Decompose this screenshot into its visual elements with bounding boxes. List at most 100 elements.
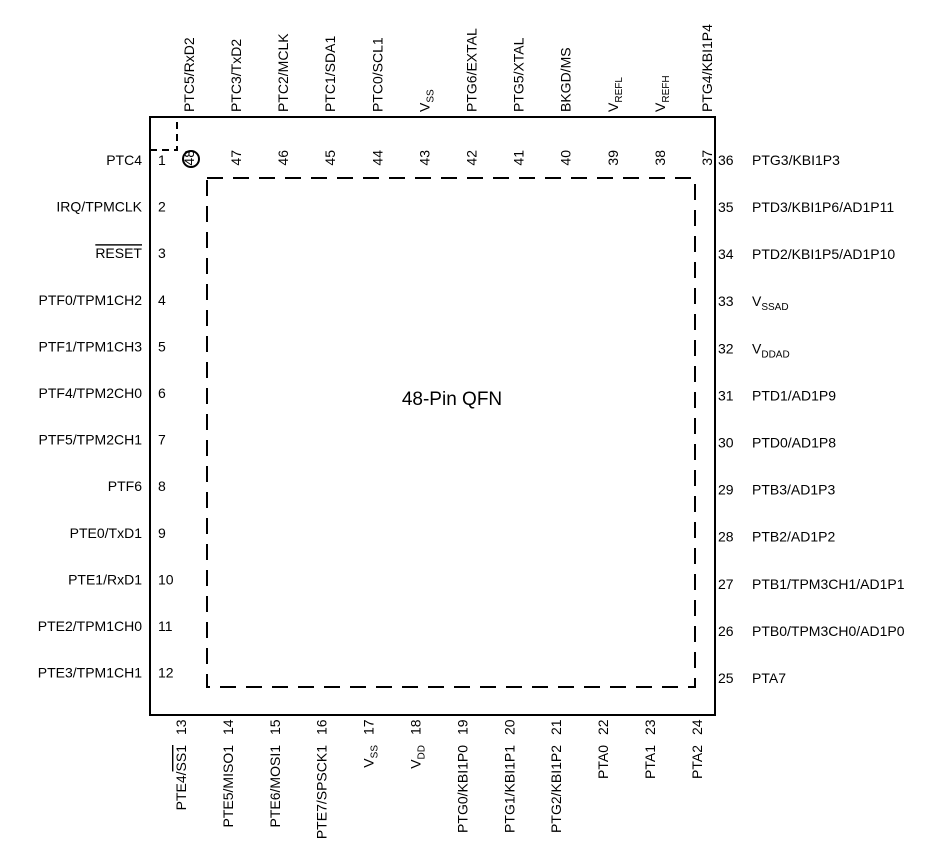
pins-bottom: 13 PTE4/SS1 14 PTE5/MISO1 15 PTE6/MOSI1 16 PTE7… [173,719,705,839]
pin-number: 36 [718,152,734,168]
pin-name-overline-text: SS1 [173,745,189,772]
pin-label: PTA7 [752,670,786,686]
pin-number: 10 [158,571,174,587]
pin-name-text: PTG1/KBI1P1 [501,745,517,833]
pin-name-subscript: REFH [661,75,672,102]
pin-name-text: PTG0/KBI1P0 [454,745,470,833]
pin-name-text: PTE0/TxD1 [70,525,143,541]
pin-number: 24 [689,719,705,735]
pin-name-text: IRQ/TPMCLK [56,199,142,215]
pin-left-8: PTF6 8 [108,478,166,494]
pin-name-text: BKGD/MS [558,47,574,112]
pin-number: 28 [718,529,734,545]
pin-name-text: PTA0 [595,745,611,779]
pin-right-33: 33 VSSAD [718,293,789,313]
pin-left-11: PTE2/TPM1CH0 11 [38,618,173,634]
pin-label: PTA2 [689,745,705,779]
pin-label: PTE7/SPSCK1 [314,745,330,839]
pins-top: 37PTG4/KBI1P438VREFH39VREFL40BKGD/MS41PT… [181,24,715,166]
pin-label: PTG2/KBI1P2 [548,745,564,833]
pin-name-subscript: SS [425,89,436,103]
pin-right-28: 28 PTB2/AD1P2 [718,529,835,545]
pin-name-text: V [652,102,668,112]
pin-number: 32 [718,340,734,356]
pin-name-text: PTG2/KBI1P2 [548,745,564,833]
pin-label: PTD3/KBI1P6/AD1P11 [752,199,894,215]
pin-number: 9 [158,525,166,541]
pin-top-37: 37 PTG4/KBI1P4 [699,24,715,166]
pins-left: PTC4 1 IRQ/TPMCLK 2 RESET 3 PTF0/TPM1CH2 4 PTF1/… [38,152,174,681]
pin-top-47: 47 PTC3/TxD2 [228,39,244,166]
pin-bottom-15: 15 PTE6/MOSI1 [267,719,283,827]
pin-label: PTE2/TPM1CH0 [38,618,142,634]
pin-name-text: PTC2/MCLK [275,33,291,112]
pin-label: VREFL [605,77,625,112]
pin-label: VDD [408,745,428,769]
pin-name-subscript: REFL [614,77,625,103]
pin1-indicator-circle [182,150,200,168]
pin-number: 20 [501,719,517,735]
pin-name-text: PTG3/KBI1P3 [752,152,840,168]
pin-label: VREFH [652,75,672,112]
pin-right-25: 25 PTA7 [718,670,786,686]
pin-label: PTF6 [108,478,142,494]
pin-number: 25 [718,670,734,686]
pin-number: 22 [595,719,611,735]
pin-label: IRQ/TPMCLK [56,199,142,215]
pin-number: 43 [416,150,432,166]
pin-name-text: PTD0/AD1P8 [752,435,836,451]
pin-top-40: 40 BKGD/MS [558,47,574,165]
pin-name-text: PTB0/TPM3CH0/AD1P0 [752,623,905,639]
pin-label: PTC0/SCL1 [369,37,385,112]
pin-left-3: RESET 3 [95,245,166,261]
pin-label: PTG0/KBI1P0 [454,745,470,833]
pin-number: 14 [220,719,236,735]
pin-label: PTA0 [595,745,611,779]
pin-number: 1 [158,152,166,168]
pin-number: 6 [158,385,166,401]
pin-label: PTB2/AD1P2 [752,529,835,545]
pin-bottom-24: 24 PTA2 [689,719,705,779]
pin-bottom-20: 20 PTG1/KBI1P1 [501,719,517,833]
pin-number: 30 [718,435,734,451]
pin-name-text: RESET [95,245,142,261]
pin1-corner-marker [150,117,178,151]
pin-number: 15 [267,719,283,735]
pin-number: 8 [158,478,166,494]
pin-left-6: PTF4/TPM2CH0 6 [39,385,166,401]
pin-right-34: 34 PTD2/KBI1P5/AD1P10 [718,246,895,262]
pin-left-9: PTE0/TxD1 9 [70,525,166,541]
pin-right-30: 30 PTD0/AD1P8 [718,435,836,451]
pin-name-text: PTF1/TPM1CH3 [39,338,143,354]
pin-bottom-14: 14 PTE5/MISO1 [220,719,236,827]
pin-label: PTG3/KBI1P3 [752,152,840,168]
pin-name-text: PTE6/MOSI1 [267,745,283,828]
pin-number: 37 [699,150,715,166]
pin-name-text: V [361,758,377,768]
pin-name-text: PTA1 [642,745,658,779]
pin-number: 16 [314,719,330,735]
pin-label: PTE0/TxD1 [70,525,143,541]
pin-left-1: PTC4 1 [106,152,166,168]
pin-name-text: PTE1/RxD1 [68,571,142,587]
pin-name-text: PTC1/SDA1 [322,36,338,112]
pin-right-36: 36 PTG3/KBI1P3 [718,152,840,168]
pin-top-38: 38 VREFH [652,75,672,165]
pin-left-5: PTF1/TPM1CH3 5 [39,338,166,354]
pin-bottom-17: 17 VSS [361,719,381,767]
pin-number: 13 [173,719,189,735]
package-outline [149,116,716,716]
pins-right: 25 PTA7 26 PTB0/TPM3CH0/AD1P0 27 PTB1/TPM3CH1… [718,152,905,686]
pin-name-text: PTF0/TPM1CH2 [39,292,143,308]
pin-name-text: PTD3/KBI1P6/AD1P11 [752,199,894,215]
pin-number: 45 [322,150,338,166]
pin-number: 23 [642,719,658,735]
pin-top-43: 43 VSS [416,89,436,166]
pin-number: 7 [158,432,166,448]
pin-label: PTF1/TPM1CH3 [39,338,143,354]
pin-left-12: PTE3/TPM1CH1 12 [38,665,174,681]
pin-name-text: PTC0/SCL1 [369,37,385,112]
pin-number: 12 [158,665,174,681]
pin-name-text: PTB2/AD1P2 [752,529,835,545]
